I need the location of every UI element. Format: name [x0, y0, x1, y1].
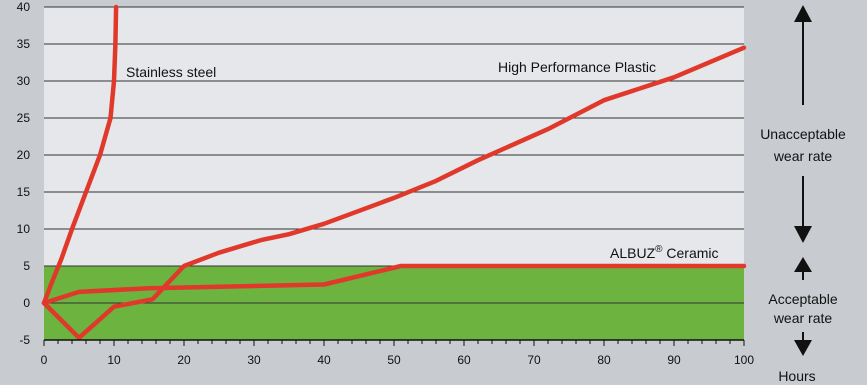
y-tick-label-5: 5 [23, 259, 30, 273]
unacceptable-up-arrow-icon [794, 5, 812, 22]
albuz-ceramic-name-rest: Ceramic [663, 245, 719, 261]
x-tick-label-90: 90 [667, 353, 681, 367]
series-labels: Stainless steel High Performance Plastic… [126, 59, 719, 261]
x-axis-label: Hours [778, 368, 815, 384]
series-line-albuz-ceramic [41, 263, 747, 306]
x-tick-label-70: 70 [527, 353, 541, 367]
y-tick-label-10: 10 [17, 222, 31, 236]
y-tick-label-30: 30 [17, 74, 31, 88]
acceptable-label-line1: Acceptable [768, 291, 837, 307]
x-tick-label-80: 80 [597, 353, 611, 367]
acceptable-down-arrow-icon [794, 340, 812, 356]
y-tick-label-25: 25 [17, 111, 31, 125]
series-layer [41, 4, 747, 341]
x-tick-label-40: 40 [317, 353, 331, 367]
gridlines [44, 6, 744, 304]
acceptable-label-line2: wear rate [773, 310, 833, 326]
albuz-ceramic-name-base: ALBUZ [610, 245, 656, 261]
y-tick-label-40: 40 [17, 0, 31, 14]
wear-rate-annotations: Unacceptable wear rate Acceptable wear r… [760, 5, 846, 384]
albuz-ceramic-registered-mark: ® [655, 244, 663, 255]
acceptable-up-arrow-icon [794, 257, 812, 272]
series-label-high-performance-plastic: High Performance Plastic [498, 59, 656, 75]
y-tick-label-15: 15 [17, 185, 31, 199]
x-tick-label-50: 50 [387, 353, 401, 367]
unacceptable-label-line2: wear rate [773, 148, 833, 164]
y-tick-label--5: -5 [19, 333, 30, 347]
x-axis-ticks: 0 10 20 30 40 50 60 70 80 90 100 [41, 339, 754, 367]
y-tick-label-0: 0 [23, 296, 30, 310]
y-tick-label-20: 20 [17, 148, 31, 162]
unacceptable-down-arrow-icon [794, 226, 812, 243]
series-line-high-performance-plastic [41, 45, 747, 341]
x-tick-label-20: 20 [177, 353, 191, 367]
x-tick-label-60: 60 [457, 353, 471, 367]
unacceptable-region [44, 7, 744, 266]
series-label-albuz-ceramic: ALBUZ® Ceramic [610, 244, 719, 261]
series-label-stainless-steel: Stainless steel [126, 64, 216, 80]
y-axis-ticks: -5 0 5 10 15 20 25 30 35 40 [17, 0, 31, 347]
x-tick-label-100: 100 [734, 353, 754, 367]
unacceptable-label-line1: Unacceptable [760, 126, 846, 142]
x-tick-label-10: 10 [107, 353, 121, 367]
x-tick-label-30: 30 [247, 353, 261, 367]
x-tick-label-0: 0 [41, 353, 48, 367]
series-line-stainless-steel [41, 4, 119, 306]
y-tick-label-35: 35 [17, 37, 31, 51]
